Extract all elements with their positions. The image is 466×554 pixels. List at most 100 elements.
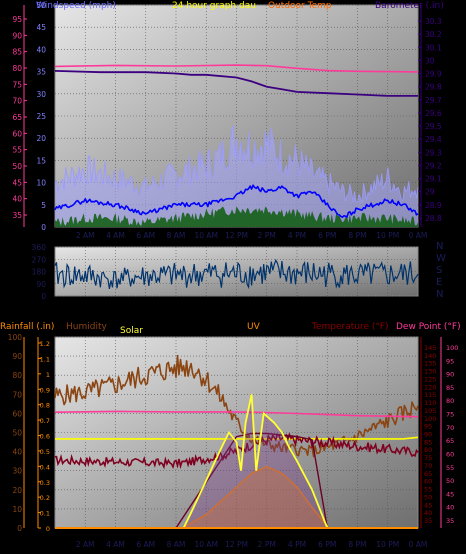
- barometer-axis-tick: 29: [425, 188, 435, 197]
- wind-low-area: [55, 206, 418, 227]
- humidity-axis-tick: 50: [12, 429, 22, 438]
- outdoor-temp-line: [54, 64, 419, 73]
- x-tick-label: 8 AM: [167, 231, 186, 240]
- rain-axis-tick: 0.4: [40, 463, 50, 471]
- x-tick-label: 10 AM: [194, 540, 218, 549]
- temperature-axis-tick: 85: [424, 438, 432, 446]
- compass-label: N: [436, 241, 443, 252]
- humidity-axis-tick: 80: [12, 371, 22, 380]
- barometer-axis-tick: 28.8: [425, 214, 442, 223]
- humidity-axis-tick: 20: [12, 486, 22, 495]
- temperature-axis-tick: 75: [424, 454, 432, 462]
- dewpoint-axis-tick: 80: [446, 397, 454, 405]
- temperature-axis-tick: 40: [424, 509, 432, 517]
- temperature-axis-tick: 110: [424, 399, 436, 407]
- barometer-axis-tick: 30.1: [425, 43, 442, 52]
- dewpoint-axis-tick: 65: [446, 437, 454, 445]
- x-tick-label: 12 PM: [225, 231, 248, 240]
- wind-axis-tick: 45: [36, 23, 46, 32]
- outdoor-temp-axis-tick: 50: [12, 162, 22, 171]
- wind-axis-tick: 40: [36, 45, 46, 54]
- temperature-axis-tick: 35: [424, 517, 432, 525]
- x-tick-label: 0 AM: [409, 540, 428, 549]
- humidity-axis-tick: 40: [12, 448, 22, 457]
- barometer-line: [54, 70, 418, 97]
- compass-label: S: [436, 265, 442, 276]
- wind-axis-tick: 25: [36, 112, 46, 121]
- temperature-axis-tick: 125: [424, 375, 436, 383]
- x-tick-label: 2 AM: [76, 540, 95, 549]
- wind-axis-tick: 0: [41, 223, 46, 232]
- barometer-axis-tick: 29.2: [425, 161, 442, 170]
- dewpoint-axis-tick: 85: [446, 384, 454, 392]
- humidity-axis-tick: 70: [12, 390, 22, 399]
- dewpoint-axis-tick: 75: [446, 411, 454, 419]
- wind-direction-line: [54, 258, 419, 290]
- barometer-axis-tick: 30.2: [425, 30, 442, 39]
- wind-average-line: [54, 184, 419, 218]
- dewpoint-axis-tick: 45: [446, 490, 454, 498]
- dewpoint-axis-tick: 70: [446, 424, 454, 432]
- barometer-axis-tick: 29.4: [425, 135, 442, 144]
- rain-axis-tick: 0.2: [40, 494, 50, 502]
- temperature-axis-tick: 130: [424, 368, 436, 376]
- outdoor-temp-axis-tick: 75: [12, 80, 22, 89]
- outdoor-temp-axis-tick: 45: [12, 178, 22, 187]
- direction-axis-tick: 180: [32, 268, 47, 277]
- humidity-axis-title: Humidity: [66, 322, 107, 332]
- temperature-axis-tick: 145: [424, 344, 436, 352]
- rain-axis-tick: 0.6: [40, 433, 50, 441]
- dewpoint-axis-tick: 35: [446, 517, 454, 525]
- barometer-axis-tick: 29.3: [425, 148, 442, 157]
- x-tick-label: 8 PM: [348, 540, 366, 549]
- wind-axis-title: Windspeed (mph): [36, 1, 116, 11]
- compass-label: N: [436, 289, 443, 300]
- x-tick-label: 4 PM: [288, 540, 306, 549]
- wind-axis-tick: 30: [36, 90, 46, 99]
- humidity-line: [54, 354, 419, 458]
- dewpoint-axis-tick: 50: [446, 477, 454, 485]
- wind-axis-tick: 35: [36, 68, 46, 77]
- temperature-axis-tick: 45: [424, 501, 432, 509]
- graph-title: 24 hour graph dau: [172, 1, 256, 11]
- direction-axis-tick: 90: [36, 280, 46, 289]
- humidity-axis-tick: 60: [12, 409, 22, 418]
- temperature-axis-tick: 80: [424, 446, 432, 454]
- rain-axis-tick: 0.3: [40, 479, 50, 487]
- temperature-axis-tick: 55: [424, 486, 432, 494]
- x-tick-label: 6 AM: [136, 540, 155, 549]
- humidity-axis-tick: 10: [12, 505, 22, 514]
- x-tick-label: 2 PM: [258, 540, 276, 549]
- rain-axis-tick: 1: [46, 371, 50, 379]
- direction-axis-tick: 270: [32, 255, 47, 264]
- temperature-axis-tick: 70: [424, 462, 432, 470]
- x-tick-label: 10 AM: [194, 231, 218, 240]
- x-tick-label: 10 PM: [376, 540, 399, 549]
- dewpoint-axis-tick: 95: [446, 357, 454, 365]
- x-tick-label: 10 PM: [376, 231, 399, 240]
- dewpoint-axis-title: Dew Point (°F): [396, 322, 461, 332]
- wind-axis-tick: 50: [36, 1, 46, 10]
- barometer-axis-tick: 29.1: [425, 175, 442, 184]
- outdoor-temp-axis-tick: 85: [12, 48, 22, 57]
- x-tick-label: 2 AM: [76, 231, 95, 240]
- dewpoint-axis-tick: 55: [446, 464, 454, 472]
- barometer-axis-tick: 29.9: [425, 70, 442, 79]
- rain-axis-tick: 0: [46, 525, 50, 533]
- barometer-axis-tick: 29.6: [425, 109, 442, 118]
- humidity-axis-tick: 100: [8, 333, 23, 342]
- x-tick-label: 4 AM: [106, 231, 125, 240]
- uv-title: UV: [247, 322, 261, 332]
- rainfall-axis-title: Rainfall (.in): [0, 322, 54, 332]
- rain-axis-tick: 0.1: [40, 510, 50, 518]
- rain-axis-tick: 0.9: [40, 386, 50, 394]
- temperature-axis-tick: 135: [424, 360, 436, 368]
- x-tick-label: 8 AM: [167, 540, 186, 549]
- barometer-axis-tick: 29.8: [425, 83, 442, 92]
- direction-axis-tick: 0: [41, 292, 46, 301]
- temperature-axis-tick: 140: [424, 352, 436, 360]
- outdoor-temp-axis-tick: 70: [12, 97, 22, 106]
- temperature-line: [54, 432, 419, 470]
